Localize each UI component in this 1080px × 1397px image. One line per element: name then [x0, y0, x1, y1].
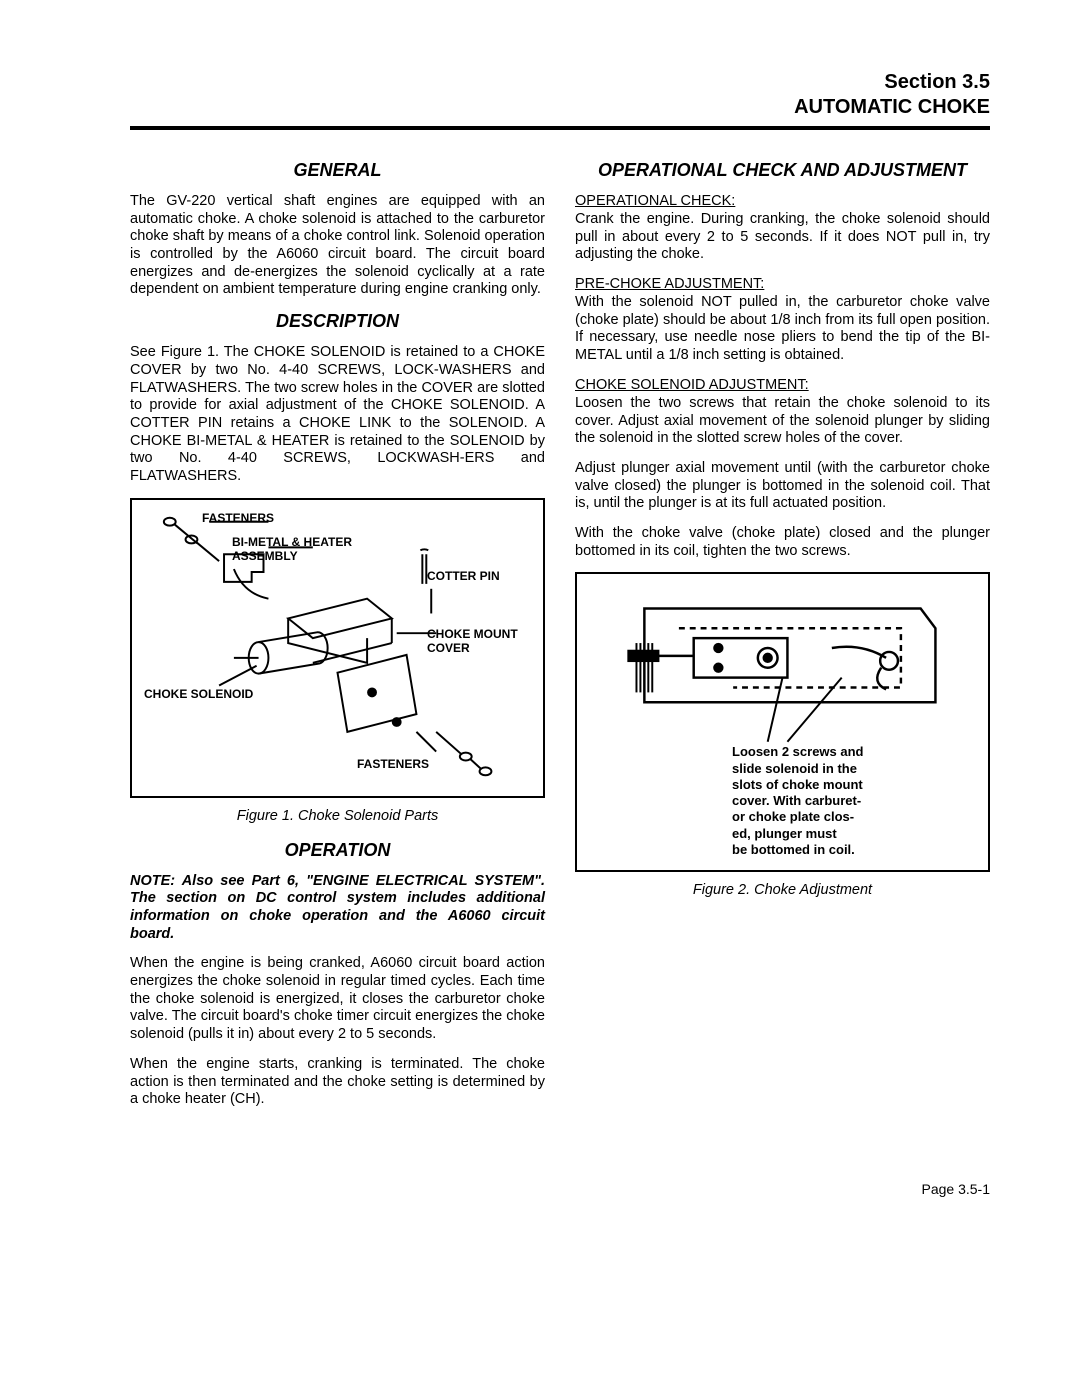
opcheck-p3: Loosen the two screws that retain the ch… — [575, 395, 990, 448]
general-title: GENERAL — [130, 160, 545, 181]
operation-p2: When the engine starts, cranking is term… — [130, 1056, 545, 1109]
opcheck-p1: Crank the engine. During cranking, the c… — [575, 211, 990, 264]
fig1-label-solenoid: CHOKE SOLENOID — [144, 688, 253, 701]
fig2-label-1: Loosen 2 screws and — [732, 744, 864, 760]
description-p1: See Figure 1. The CHOKE SOLENOID is reta… — [130, 344, 545, 486]
page-footer: Page 3.5-1 — [922, 1181, 991, 1197]
fig1-label-mount1: CHOKE MOUNT — [427, 628, 518, 641]
fig2-label-4: cover. With carburet- — [732, 793, 864, 809]
operation-note: NOTE: Also see Part 6, "ENGINE ELECTRICA… — [130, 873, 545, 944]
figure-2-caption: Figure 2. Choke Adjustment — [575, 882, 990, 898]
fig1-label-fasteners-bot: FASTENERS — [357, 758, 429, 771]
description-title: DESCRIPTION — [130, 311, 545, 332]
operation-p1: When the engine is being cranked, A6060 … — [130, 955, 545, 1043]
page-header: Section 3.5 AUTOMATIC CHOKE — [130, 70, 990, 120]
fig2-label-7: be bottomed in coil. — [732, 842, 864, 858]
header-line2: AUTOMATIC CHOKE — [130, 95, 990, 120]
opcheck-p4: Adjust plunger axial movement until (wit… — [575, 460, 990, 513]
fig1-label-fasteners-top: FASTENERS — [202, 512, 274, 525]
figure-2: Loosen 2 screws and slide solenoid in th… — [575, 572, 990, 872]
operation-title: OPERATION — [130, 840, 545, 861]
fig1-label-assembly: ASSEMBLY — [232, 550, 298, 563]
content-columns: GENERAL The GV-220 vertical shaft engine… — [130, 150, 990, 1121]
general-p1: The GV-220 vertical shaft engines are eq… — [130, 193, 545, 299]
fig2-label-5: or choke plate clos- — [732, 809, 864, 825]
fig2-label-3: slots of choke mount — [732, 777, 864, 793]
page: Section 3.5 AUTOMATIC CHOKE GENERAL The … — [0, 0, 1080, 1161]
opcheck-p2: With the solenoid NOT pulled in, the car… — [575, 294, 990, 365]
fig2-label-6: ed, plunger must — [732, 826, 864, 842]
left-column: GENERAL The GV-220 vertical shaft engine… — [130, 150, 545, 1121]
opcheck-title: OPERATIONAL CHECK AND ADJUSTMENT — [575, 160, 990, 181]
header-rule — [130, 126, 990, 130]
fig1-label-bimetal: BI-METAL & HEATER — [232, 536, 352, 549]
header-line1: Section 3.5 — [130, 70, 990, 95]
fig2-text-block: Loosen 2 screws and slide solenoid in th… — [732, 744, 864, 858]
fig2-label-2: slide solenoid in the — [732, 761, 864, 777]
figure-1-caption: Figure 1. Choke Solenoid Parts — [130, 808, 545, 824]
fig1-label-mount2: COVER — [427, 642, 470, 655]
opcheck-h1: OPERATIONAL CHECK: — [575, 193, 990, 209]
opcheck-h3: CHOKE SOLENOID ADJUSTMENT: — [575, 377, 990, 393]
right-column: OPERATIONAL CHECK AND ADJUSTMENT OPERATI… — [575, 150, 990, 1121]
fig1-label-cotter: COTTER PIN — [427, 570, 500, 583]
figure-1: FASTENERS BI-METAL & HEATER ASSEMBLY COT… — [130, 498, 545, 798]
opcheck-h2: PRE-CHOKE ADJUSTMENT: — [575, 276, 990, 292]
opcheck-p5: With the choke valve (choke plate) close… — [575, 525, 990, 560]
